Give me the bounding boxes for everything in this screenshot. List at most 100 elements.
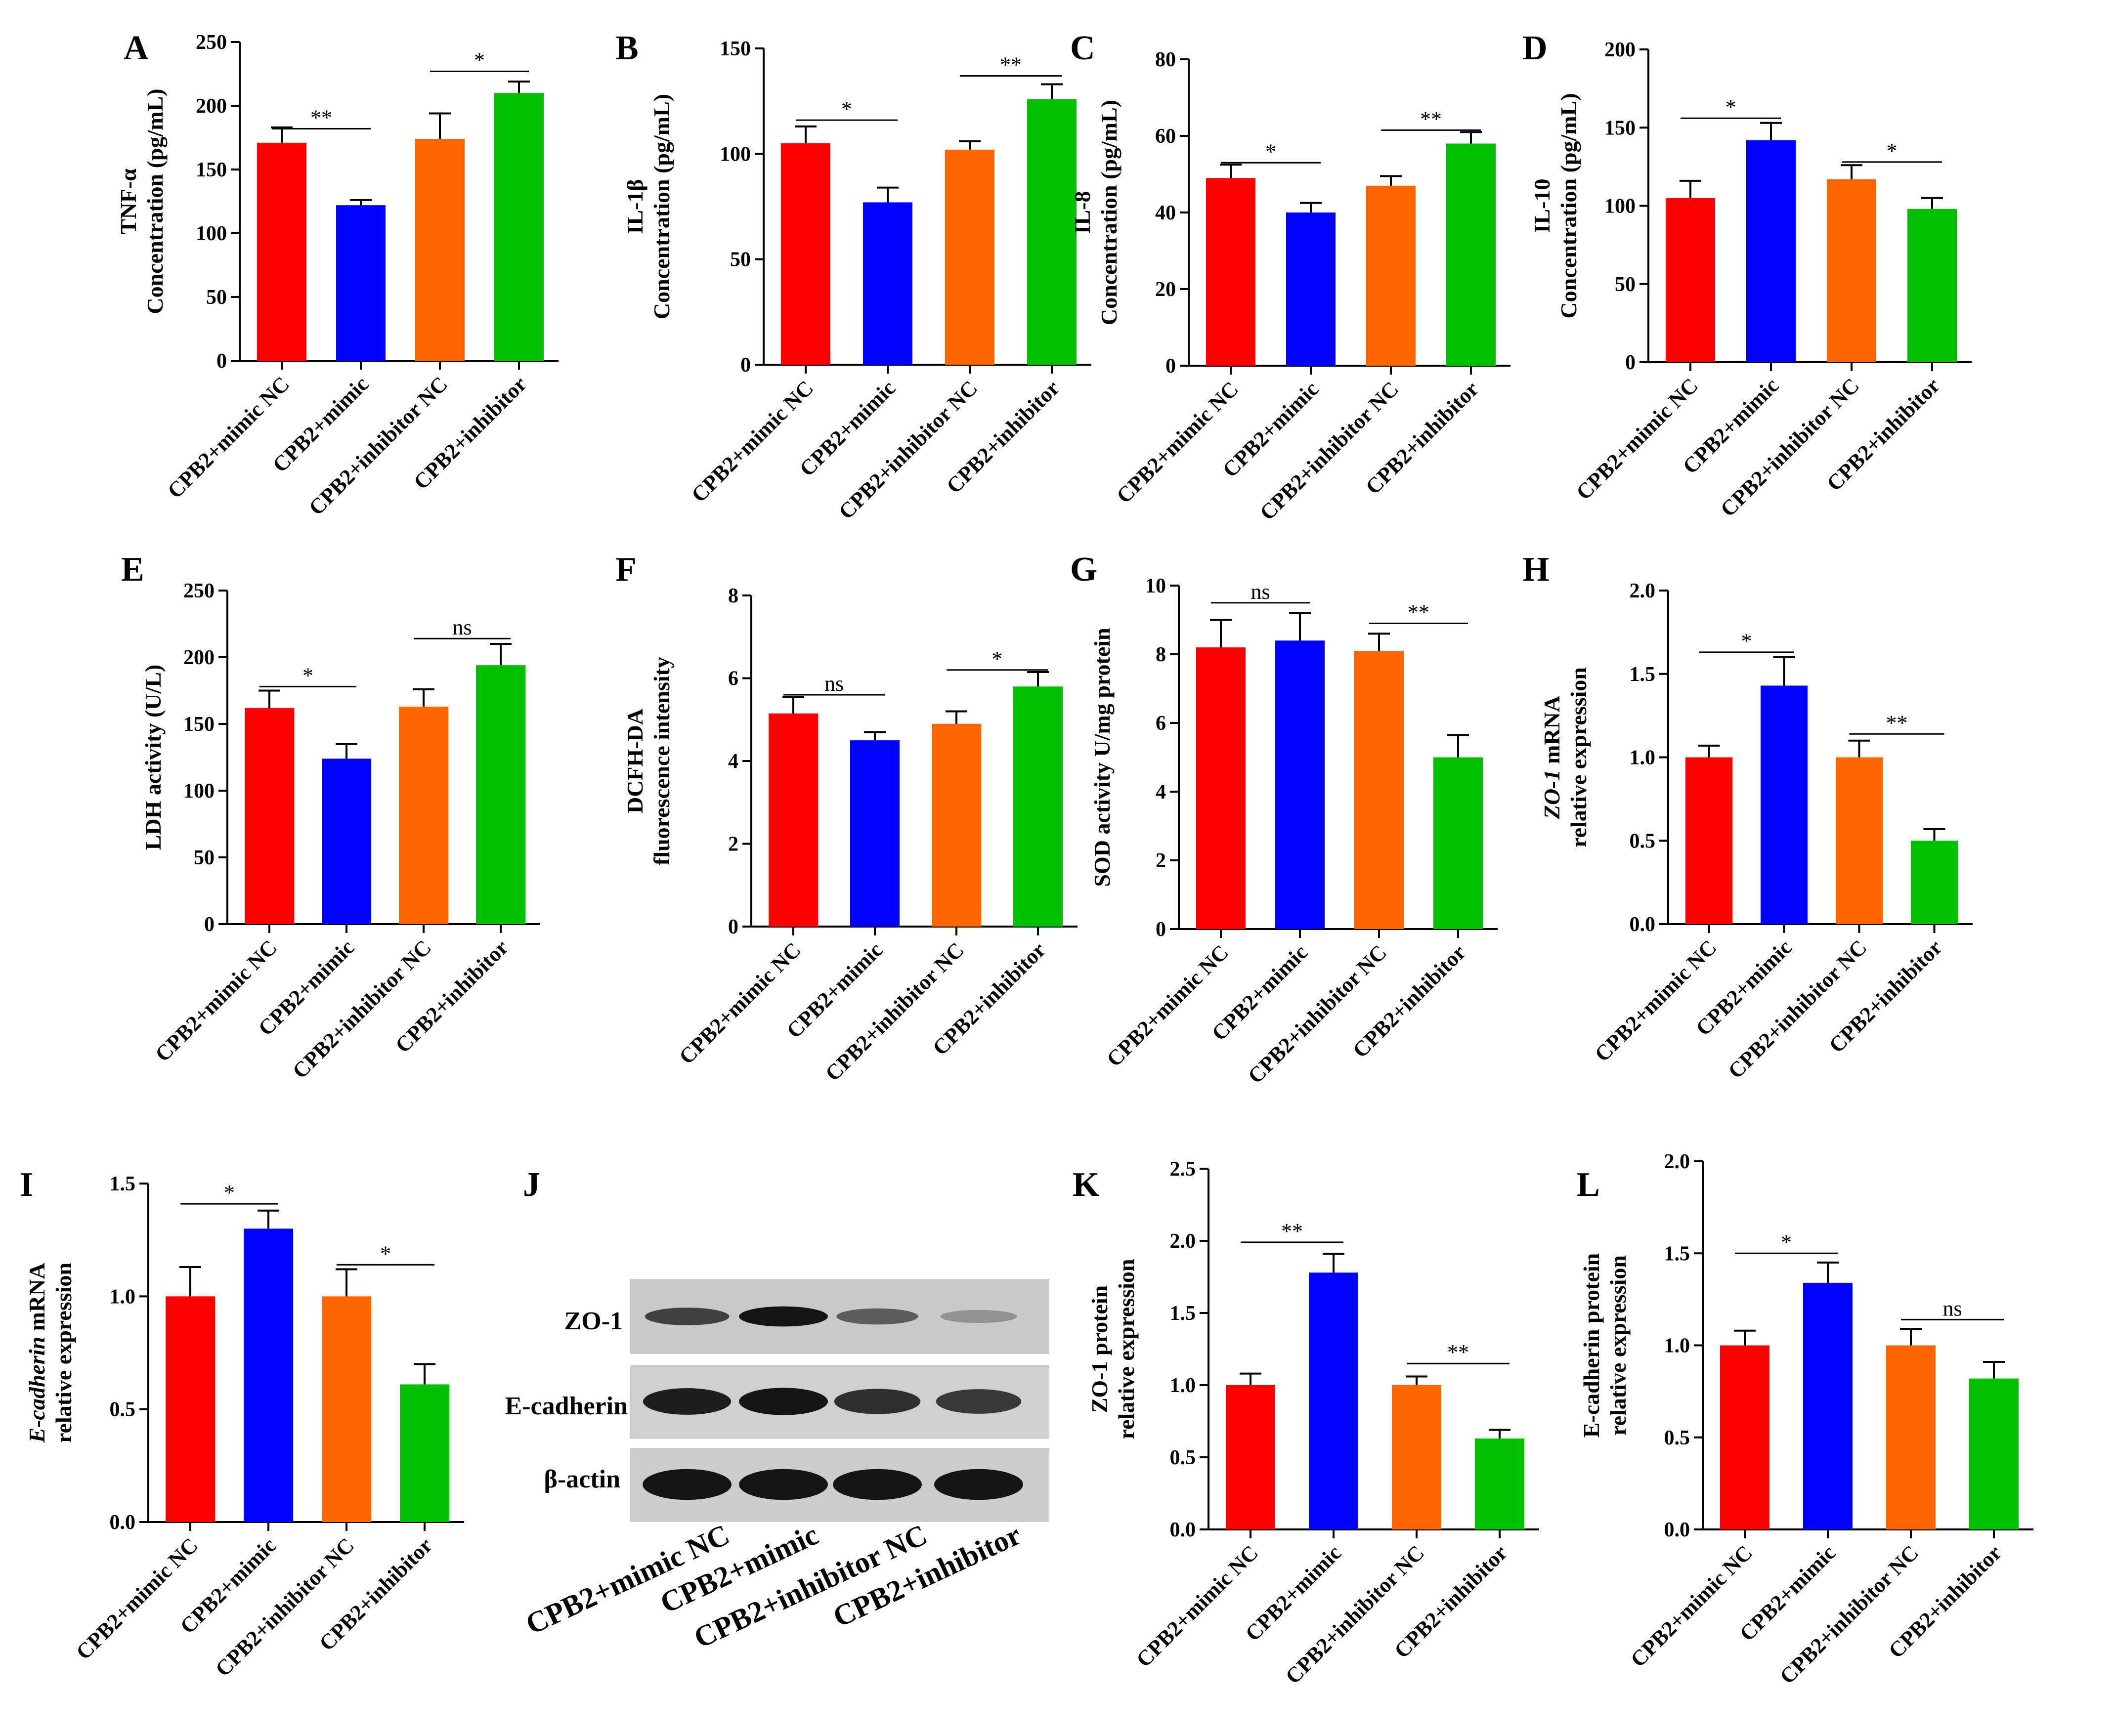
significance-label: * xyxy=(1741,629,1752,653)
y-axis-label: IL-1β xyxy=(622,179,647,234)
x-tick-label: CPB2+inhibitor NC xyxy=(304,372,452,520)
panel-label-F: F xyxy=(615,550,637,589)
y-tick-label: 0.5 xyxy=(1664,1427,1690,1449)
y-axis-label: relative expression xyxy=(51,1263,76,1443)
y-axis-label: IL-8 xyxy=(1070,191,1095,234)
chart-panel-G: G 0 2 4 6 8 10 SOD activity U/mg protein CPB2+mi… xyxy=(1070,550,1498,1088)
panel-label-B: B xyxy=(615,29,639,67)
y-tick-label: 60 xyxy=(1155,125,1176,148)
y-tick-label: 6 xyxy=(728,668,738,690)
panel-label-C: C xyxy=(1070,29,1095,67)
y-tick-label: 2.5 xyxy=(1170,1158,1196,1181)
x-tick-label: CPB2+mimic NC xyxy=(163,372,294,503)
significance-label: ** xyxy=(1886,711,1908,735)
panel-label-A: A xyxy=(124,29,149,67)
chart-panel-A: A 0 50 100 150 200 250 TNF-α Concentration (pg/m… xyxy=(116,29,559,520)
y-tick-label: 2.0 xyxy=(1664,1150,1690,1173)
significance-label: ** xyxy=(1447,1340,1469,1364)
chart-panel-K: K 0.0 0.5 1.0 1.5 2.0 2.5 ZO-1 protein relative … xyxy=(1073,1158,1539,1689)
blot-band xyxy=(739,1388,828,1415)
y-tick-label: 50 xyxy=(206,286,227,309)
chart-panel-E: E 0 50 100 150 200 250 LDH activity (U/L) CPB2+m… xyxy=(121,550,540,1083)
blot-band xyxy=(934,1469,1023,1500)
y-tick-label: 1.5 xyxy=(1664,1242,1690,1265)
y-tick-label: 150 xyxy=(183,713,215,736)
y-tick-label: 100 xyxy=(720,143,751,166)
y-tick-label: 200 xyxy=(183,646,215,669)
y-axis-label: relative expression xyxy=(1114,1259,1139,1440)
x-tick-label: CPB2+mimic NC xyxy=(1571,373,1703,505)
y-axis-label-italic: ZO-1 xyxy=(1539,769,1564,819)
y-tick-label: 2 xyxy=(1156,849,1166,872)
bar xyxy=(166,1296,215,1522)
x-tick-label: CPB2+inhibitor NC xyxy=(1281,1540,1429,1689)
panel-label-E: E xyxy=(121,550,144,589)
y-tick-label: 0.0 xyxy=(1664,1519,1690,1541)
x-tick-label: CPB2+inhibitor NC xyxy=(211,1533,359,1681)
y-axis-label-rest: mRNA xyxy=(24,1263,49,1336)
bar xyxy=(1286,212,1336,366)
y-axis-label: E-cadherin mRNA xyxy=(24,1263,49,1443)
x-tick-label: CPB2+inhibitor NC xyxy=(1243,940,1391,1088)
x-tick-label: CPB2+inhibitor NC xyxy=(1775,1540,1923,1689)
x-tick-label: CPB2+mimic NC xyxy=(687,376,818,507)
significance-label: ns xyxy=(1251,580,1270,604)
significance-label: ** xyxy=(310,105,332,129)
bar xyxy=(1354,651,1404,929)
y-tick-label: 0 xyxy=(1165,355,1176,378)
y-tick-label: 0.5 xyxy=(1630,830,1656,852)
y-axis-label-rest: mRNA xyxy=(1539,696,1564,769)
significance-label: * xyxy=(841,97,852,121)
significance-label: ns xyxy=(824,672,844,696)
chart-panel-C: C 0 20 40 60 80 IL-8 Concentration (pg/mL) CPB2+… xyxy=(1070,29,1510,525)
bar xyxy=(1666,198,1715,362)
bar xyxy=(1746,140,1796,362)
y-tick-label: 0.0 xyxy=(1170,1519,1196,1541)
x-tick-label: CPB2+inhibitor NC xyxy=(834,376,982,524)
blot-row-label-ecadherin: E-cadherin xyxy=(505,1392,628,1420)
y-tick-label: 20 xyxy=(1155,278,1176,301)
y-tick-label: 0.5 xyxy=(110,1398,136,1421)
bar xyxy=(244,1228,293,1522)
blot-row-label-zo1: ZO-1 xyxy=(564,1307,623,1335)
x-tick-label: CPB2+inhibitor NC xyxy=(288,935,436,1083)
significance-label: ** xyxy=(1281,1219,1303,1243)
y-axis-label: relative expression xyxy=(1566,667,1591,847)
x-tick-label: CPB2+mimic NC xyxy=(674,937,806,1069)
western-blot-panel: J ZO-1 E-cadherin β-actin CPB2+mimic NC … xyxy=(505,1166,1049,1654)
x-tick-label: CPB2+mimic NC xyxy=(1102,940,1233,1071)
y-axis-label: Concentration (pg/mL) xyxy=(142,88,168,314)
y-axis-label: TNF-α xyxy=(116,169,141,234)
bar xyxy=(850,740,900,927)
bar xyxy=(1475,1439,1524,1529)
y-tick-label: 8 xyxy=(1156,643,1166,666)
bar xyxy=(245,708,294,924)
bar xyxy=(1392,1385,1441,1529)
bar xyxy=(1761,685,1808,924)
bar xyxy=(1275,640,1325,929)
y-axis-label: Concentration (pg/mL) xyxy=(1556,93,1581,318)
y-tick-label: 2.0 xyxy=(1170,1230,1196,1253)
blot-band xyxy=(643,1469,732,1500)
y-tick-label: 250 xyxy=(183,580,215,602)
bar xyxy=(1226,1385,1275,1529)
blot-band xyxy=(836,1308,918,1325)
y-tick-label: 1.0 xyxy=(1170,1374,1196,1397)
panel-label-H: H xyxy=(1522,550,1549,589)
y-tick-label: 2 xyxy=(728,833,738,856)
y-axis-label: Concentration (pg/mL) xyxy=(1096,100,1122,325)
y-tick-label: 6 xyxy=(1156,712,1166,735)
x-tick-label: CPB2+inhibitor NC xyxy=(1724,935,1872,1083)
bar xyxy=(494,93,544,361)
significance-label: * xyxy=(224,1181,235,1205)
y-tick-label: 0.0 xyxy=(110,1511,136,1534)
chart-panel-F: F 0 2 4 6 8 DCFH-DA fluorescence intensity CPB2+… xyxy=(615,550,1078,1086)
bar xyxy=(1309,1272,1358,1529)
y-tick-label: 200 xyxy=(196,95,227,118)
y-axis-label: Concentration (pg/mL) xyxy=(649,94,674,319)
x-tick-label: CPB2+mimic NC xyxy=(1131,1540,1263,1672)
significance-label: ns xyxy=(1942,1296,1962,1320)
panel-label-K: K xyxy=(1073,1166,1099,1204)
